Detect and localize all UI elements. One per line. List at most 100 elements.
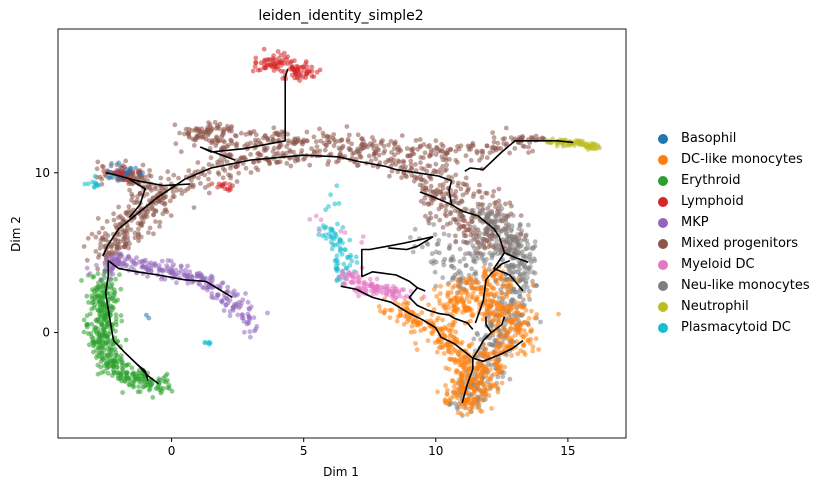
data-point xyxy=(115,238,121,244)
data-point xyxy=(326,158,332,164)
data-point xyxy=(93,285,99,291)
trajectory-line xyxy=(504,251,529,264)
data-point xyxy=(271,125,277,131)
x-axis-label: Dim 1 xyxy=(323,465,359,479)
data-point xyxy=(228,187,233,193)
data-point xyxy=(448,256,454,262)
data-point xyxy=(303,59,309,64)
data-point xyxy=(429,200,434,206)
data-point xyxy=(199,126,205,132)
data-point xyxy=(159,267,165,273)
data-point xyxy=(460,370,465,376)
data-point xyxy=(123,371,129,376)
data-point xyxy=(530,148,535,154)
y-tick-label: 10 xyxy=(35,166,50,180)
data-point xyxy=(529,328,534,334)
data-point xyxy=(220,138,226,144)
data-point xyxy=(507,150,512,156)
data-point xyxy=(530,269,536,275)
data-point xyxy=(496,344,501,350)
data-point xyxy=(494,271,500,277)
data-point xyxy=(93,234,99,240)
data-point xyxy=(521,342,527,348)
trajectory-line xyxy=(448,180,524,292)
data-point xyxy=(468,158,474,163)
data-point xyxy=(509,223,515,229)
data-point xyxy=(153,219,158,225)
data-point xyxy=(153,184,158,190)
data-point xyxy=(509,338,515,344)
data-point xyxy=(81,317,87,323)
data-point xyxy=(441,262,447,268)
data-point xyxy=(131,172,136,178)
data-point xyxy=(455,410,461,416)
legend-label: Basophil xyxy=(681,131,737,146)
data-point xyxy=(480,363,486,368)
data-point xyxy=(387,315,393,321)
data-point xyxy=(248,130,254,136)
legend-label: Erythroid xyxy=(681,173,741,188)
legend-marker xyxy=(658,217,668,228)
data-point xyxy=(85,235,91,241)
data-point xyxy=(499,290,504,296)
data-point xyxy=(448,297,454,303)
data-point xyxy=(443,341,449,347)
data-point xyxy=(102,262,108,268)
data-point xyxy=(474,253,479,259)
trajectory-line xyxy=(199,68,289,161)
data-point xyxy=(401,158,406,164)
legend-item: Lymphoid xyxy=(658,191,810,212)
data-point xyxy=(490,193,496,199)
data-point xyxy=(261,46,267,52)
data-point xyxy=(428,183,434,189)
plot-frame xyxy=(57,28,627,439)
data-point xyxy=(474,237,480,243)
data-point xyxy=(335,221,340,227)
data-point xyxy=(503,329,509,335)
data-point xyxy=(313,139,319,145)
data-point xyxy=(227,297,233,303)
data-point xyxy=(117,261,123,267)
legend-label: Plasmacytoid DC xyxy=(681,320,791,335)
data-point xyxy=(118,313,124,318)
data-point xyxy=(354,163,360,169)
data-point xyxy=(251,160,256,165)
y-tick-label: 0 xyxy=(42,326,50,340)
data-point xyxy=(317,67,323,73)
data-point xyxy=(311,134,317,140)
data-point xyxy=(120,390,125,395)
data-point xyxy=(111,211,116,217)
data-point xyxy=(464,295,470,300)
data-point xyxy=(148,268,154,274)
data-point xyxy=(360,234,366,240)
data-point xyxy=(444,213,449,219)
data-point xyxy=(104,168,110,174)
data-point xyxy=(253,137,258,143)
data-point xyxy=(202,276,208,282)
data-point xyxy=(530,282,536,287)
data-point xyxy=(483,268,488,274)
data-point xyxy=(456,282,461,287)
data-point xyxy=(94,348,99,353)
data-point xyxy=(183,267,188,273)
data-point xyxy=(435,241,441,247)
data-point xyxy=(219,298,225,304)
data-point xyxy=(353,254,359,260)
data-point xyxy=(333,234,339,239)
data-point xyxy=(478,375,484,380)
data-point xyxy=(526,316,532,321)
data-point xyxy=(176,175,181,181)
data-point xyxy=(116,204,121,210)
data-point xyxy=(456,377,462,383)
data-point xyxy=(92,173,98,179)
data-point xyxy=(165,385,171,390)
x-axis: 0 5 10 15 xyxy=(168,438,576,458)
data-point xyxy=(473,278,479,284)
data-point xyxy=(84,265,90,271)
data-point xyxy=(307,69,312,75)
data-point xyxy=(95,216,101,221)
data-point xyxy=(479,409,485,414)
data-point xyxy=(374,143,379,149)
trajectory-line xyxy=(388,236,434,251)
data-point xyxy=(495,364,500,369)
